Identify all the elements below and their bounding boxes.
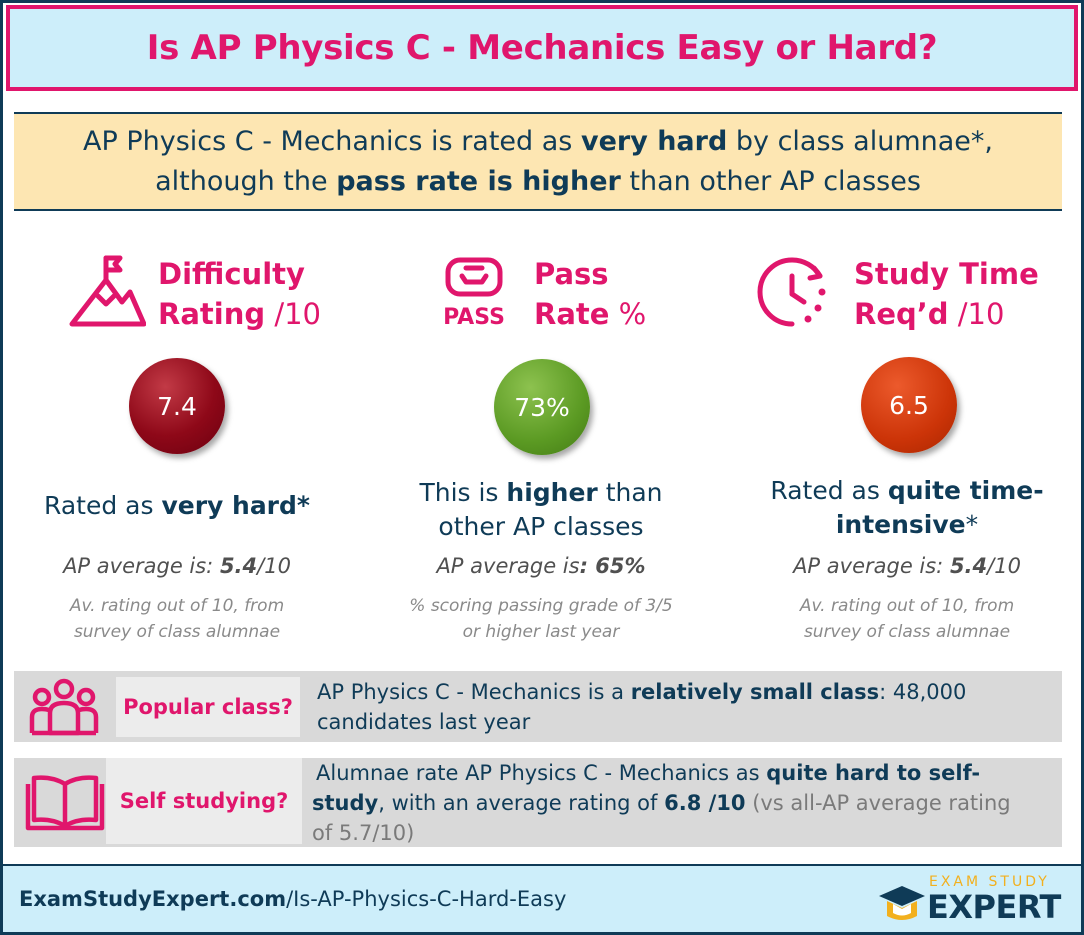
pass-rate-value: 73% bbox=[494, 359, 590, 455]
self-studying-text: Alumnae rate AP Physics C - Mechanics as… bbox=[312, 761, 1011, 845]
book-icon bbox=[25, 775, 105, 831]
footer-url[interactable]: ExamStudyExpert.com/Is-AP-Physics-C-Hard… bbox=[19, 887, 567, 911]
difficulty-column: Difficulty Rating /10 7.4 Rated as very … bbox=[12, 250, 342, 642]
difficulty-title: Difficulty Rating /10 bbox=[158, 257, 321, 331]
clock-icon bbox=[757, 257, 826, 327]
pass-rate-note: % scoring passing grade of 3/5 or higher… bbox=[409, 596, 673, 642]
pass-icon: PASS bbox=[443, 257, 505, 328]
exam-study-expert-logo: EXAM STUDY EXPERT bbox=[877, 874, 1067, 926]
popular-class-label: Popular class? bbox=[116, 677, 300, 737]
study-time-description: Rated as quite time- intensive* bbox=[770, 476, 1044, 539]
pass-rate-description: This is higher than other AP classes bbox=[419, 478, 663, 541]
study-time-note: Av. rating out of 10, from survey of cla… bbox=[799, 596, 1015, 642]
graduation-cap-icon bbox=[879, 886, 925, 920]
mountain-flag-icon bbox=[69, 255, 146, 327]
study-time-ap-average: AP average is: 5.4/10 bbox=[793, 554, 1021, 578]
study-time-title: Study Time Req’d /10 bbox=[854, 257, 1039, 331]
pass-rate-header: PASS Pass Rate % bbox=[376, 250, 706, 340]
header: Is AP Physics C - Mechanics Easy or Hard… bbox=[6, 5, 1078, 91]
summary-line-1: AP Physics C - Mechanics is rated as ver… bbox=[83, 125, 993, 157]
self-studying-row: Self studying? Alumnae rate AP Physics C… bbox=[14, 758, 1062, 847]
pass-icon-text: PASS bbox=[443, 305, 505, 328]
study-time-column: Study Time Req’d /10 6.5 Rated as quite … bbox=[742, 250, 1072, 642]
difficulty-rating-value: 7.4 bbox=[129, 358, 225, 454]
people-icon bbox=[29, 678, 99, 736]
pass-rate-ap-average: AP average is: 65% bbox=[436, 554, 646, 578]
summary-line-2: although the pass rate is higher than ot… bbox=[155, 165, 921, 197]
popular-class-text: AP Physics C - Mechanics is a relatively… bbox=[317, 680, 967, 734]
difficulty-note: Av. rating out of 10, from survey of cla… bbox=[69, 596, 285, 642]
pass-rate-title: Pass Rate % bbox=[534, 257, 647, 331]
pass-rate-column: PASS Pass Rate % 73% This is higher than… bbox=[376, 250, 706, 642]
page-title: Is AP Physics C - Mechanics Easy or Hard… bbox=[146, 28, 938, 68]
difficulty-description: Rated as very hard* bbox=[44, 491, 310, 520]
difficulty-ap-average: AP average is: 5.4/10 bbox=[63, 554, 291, 578]
footer: ExamStudyExpert.com/Is-AP-Physics-C-Hard… bbox=[3, 864, 1081, 932]
difficulty-header: Difficulty Rating /10 bbox=[12, 250, 342, 340]
popular-class-row: Popular class? AP Physics C - Mechanics … bbox=[14, 671, 1062, 742]
self-studying-label: Self studying? bbox=[106, 758, 302, 844]
study-time-header: Study Time Req’d /10 bbox=[742, 250, 1072, 340]
study-time-value: 6.5 bbox=[861, 357, 957, 453]
summary-banner: AP Physics C - Mechanics is rated as ver… bbox=[14, 112, 1062, 211]
